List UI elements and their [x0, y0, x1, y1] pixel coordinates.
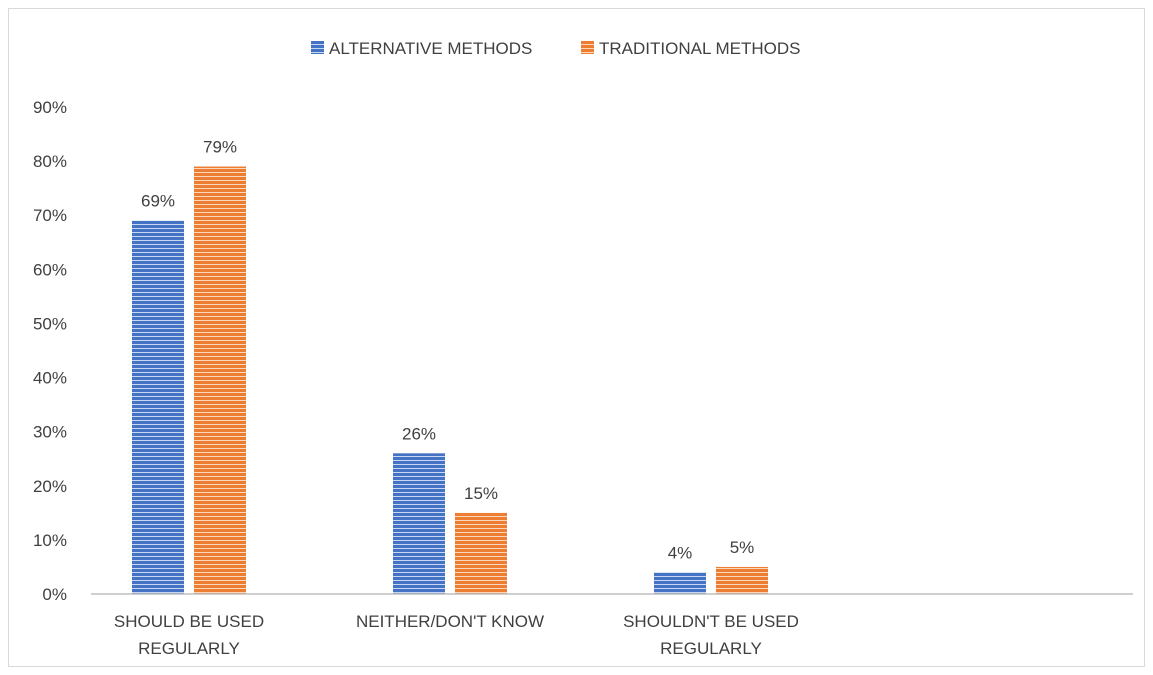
- bar-chart: ALTERNATIVE METHODS TRADITIONAL METHODS 0…: [33, 39, 1133, 658]
- y-tick-label: 20%: [33, 477, 67, 496]
- bar-traditional-0: [194, 166, 246, 594]
- legend-label: TRADITIONAL METHODS: [599, 39, 801, 58]
- bar-traditional-1: [455, 512, 507, 594]
- x-tick-label: REGULARLY: [138, 639, 240, 658]
- data-label: 26%: [402, 424, 436, 443]
- bar-traditional-2: [716, 566, 768, 594]
- y-tick-label: 60%: [33, 260, 67, 279]
- y-tick-label: 50%: [33, 314, 67, 333]
- y-tick-label: 80%: [33, 152, 67, 171]
- y-tick-label: 70%: [33, 206, 67, 225]
- data-label: 15%: [464, 484, 498, 503]
- x-tick-label: REGULARLY: [660, 639, 762, 658]
- data-label: 4%: [668, 543, 693, 562]
- legend-swatch-traditional: [581, 41, 594, 54]
- y-tick-label: 30%: [33, 423, 67, 442]
- y-tick-label: 10%: [33, 531, 67, 550]
- legend-label: ALTERNATIVE METHODS: [329, 39, 532, 58]
- data-label: 69%: [141, 192, 175, 211]
- legend: ALTERNATIVE METHODS TRADITIONAL METHODS: [311, 39, 801, 58]
- y-tick-label: 40%: [33, 369, 67, 388]
- bars: 69% 26% 4% 79% 15% 5%: [132, 138, 768, 594]
- x-axis: SHOULD BE USED REGULARLY NEITHER/DON'T KNO…: [91, 593, 1133, 658]
- data-label: 5%: [730, 538, 755, 557]
- y-tick-label: 90%: [33, 98, 67, 117]
- bar-alternative-2: [654, 572, 706, 594]
- bar-alternative-0: [132, 220, 184, 594]
- y-tick-label: 0%: [42, 585, 67, 604]
- legend-swatch-alternative: [311, 41, 324, 54]
- x-tick-label: NEITHER/DON'T KNOW: [356, 612, 544, 631]
- bar-alternative-1: [393, 453, 445, 594]
- data-label: 79%: [203, 138, 237, 157]
- chart-frame: ALTERNATIVE METHODS TRADITIONAL METHODS 0…: [8, 8, 1145, 667]
- x-tick-label: SHOULD BE USED: [114, 612, 264, 631]
- x-tick-label: SHOULDN'T BE USED: [623, 612, 799, 631]
- y-axis: 0% 10% 20% 30% 40% 50% 60% 70% 80% 90%: [33, 98, 67, 604]
